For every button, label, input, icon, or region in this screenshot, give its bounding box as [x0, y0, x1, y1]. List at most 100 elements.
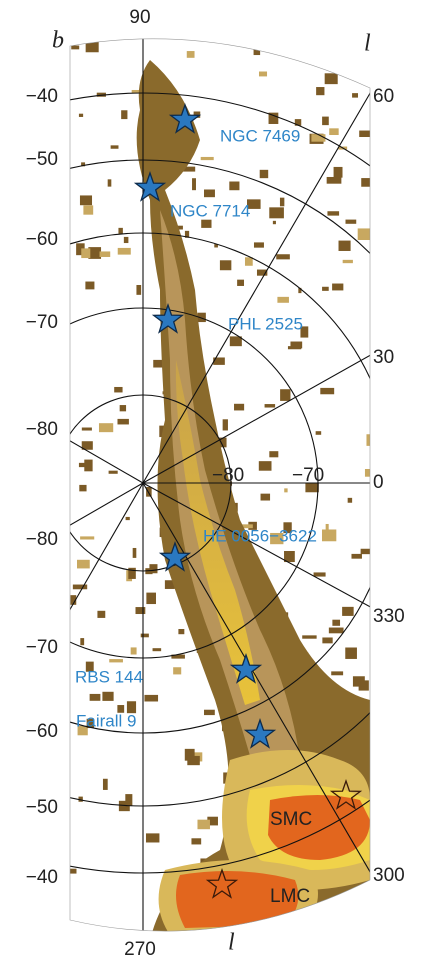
- speckle: [117, 418, 129, 425]
- speckle: [345, 219, 357, 224]
- speckle: [290, 341, 303, 349]
- speckle: [192, 178, 196, 191]
- speckle: [117, 247, 131, 255]
- speckle: [187, 755, 200, 766]
- speckle: [259, 169, 269, 179]
- speckle: [186, 51, 195, 58]
- speckle: [178, 628, 185, 635]
- speckle: [357, 228, 370, 241]
- speckle: [258, 461, 272, 471]
- speckle: [102, 778, 108, 790]
- speckle: [85, 281, 95, 290]
- speckle: [77, 725, 88, 736]
- speckle: [114, 386, 123, 393]
- speckle: [332, 283, 344, 291]
- label: −80: [26, 529, 58, 550]
- speckle: [331, 671, 344, 676]
- speckle: [173, 667, 182, 675]
- label: 270: [124, 939, 156, 960]
- label: LMC: [270, 886, 310, 907]
- speckle: [164, 580, 175, 589]
- label: −80: [212, 465, 244, 486]
- speckle: [70, 595, 77, 605]
- speckle: [327, 211, 340, 216]
- speckle: [191, 838, 202, 845]
- speckle: [280, 389, 291, 401]
- speckle: [359, 130, 370, 138]
- speckle: [234, 403, 245, 411]
- speckle: [130, 647, 137, 655]
- speckle: [171, 654, 185, 659]
- speckle: [276, 254, 290, 260]
- speckle: [73, 934, 78, 943]
- speckle: [119, 405, 127, 412]
- speckle: [83, 205, 94, 215]
- speckle: [140, 633, 149, 638]
- speckle: [153, 359, 166, 368]
- speckle: [71, 45, 80, 50]
- speckle: [181, 166, 196, 172]
- speckle: [197, 312, 206, 323]
- speckle: [352, 93, 359, 98]
- speckle: [149, 564, 158, 574]
- speckle: [241, 524, 253, 529]
- source-star: [243, 718, 277, 749]
- speckle: [279, 197, 285, 207]
- speckle: [213, 357, 225, 365]
- speckle: [145, 833, 160, 843]
- speckle: [125, 794, 133, 807]
- speckle: [347, 497, 353, 503]
- speckle: [322, 286, 329, 291]
- speckle: [77, 559, 90, 569]
- longitude-line: [70, 482, 144, 571]
- speckle: [347, 61, 361, 70]
- label: RBS 144: [75, 667, 143, 686]
- label: l: [364, 31, 371, 57]
- speckle: [352, 676, 365, 687]
- speckle: [131, 89, 140, 94]
- speckle: [214, 437, 227, 448]
- speckle: [264, 404, 276, 408]
- speckle: [107, 179, 112, 187]
- speckle: [109, 659, 123, 663]
- longitude-line: [142, 482, 370, 611]
- speckle: [204, 189, 215, 198]
- speckle: [99, 251, 111, 257]
- speckle: [79, 484, 87, 492]
- speckle: [342, 606, 354, 616]
- speckle: [97, 610, 106, 618]
- speckle: [284, 488, 288, 493]
- label: l: [228, 930, 235, 956]
- map-body: [70, 40, 370, 943]
- speckle: [126, 701, 137, 714]
- speckle: [135, 607, 146, 615]
- speckle: [219, 260, 232, 271]
- speckle: [200, 156, 214, 161]
- longitude-line: [70, 395, 144, 484]
- label: 330: [373, 606, 405, 627]
- speckle: [270, 922, 276, 926]
- speckle: [89, 693, 101, 701]
- label: −60: [26, 721, 58, 742]
- speckle: [88, 247, 102, 259]
- speckle: [284, 551, 295, 563]
- speckle: [222, 419, 228, 431]
- label: 60: [373, 86, 394, 107]
- speckle: [244, 257, 253, 266]
- speckle: [123, 236, 129, 244]
- source-star: [229, 653, 263, 684]
- speckle: [272, 220, 276, 225]
- speckle: [321, 529, 337, 542]
- speckle: [78, 113, 84, 117]
- source-markers: [133, 103, 363, 899]
- source-star: [133, 171, 167, 202]
- speckle: [338, 240, 351, 251]
- speckle: [253, 242, 264, 248]
- cloud-star: [329, 779, 363, 810]
- speckle: [256, 269, 268, 276]
- speckle: [132, 547, 137, 558]
- label: 0: [373, 472, 384, 493]
- label: b: [52, 28, 64, 54]
- speckle: [247, 199, 261, 209]
